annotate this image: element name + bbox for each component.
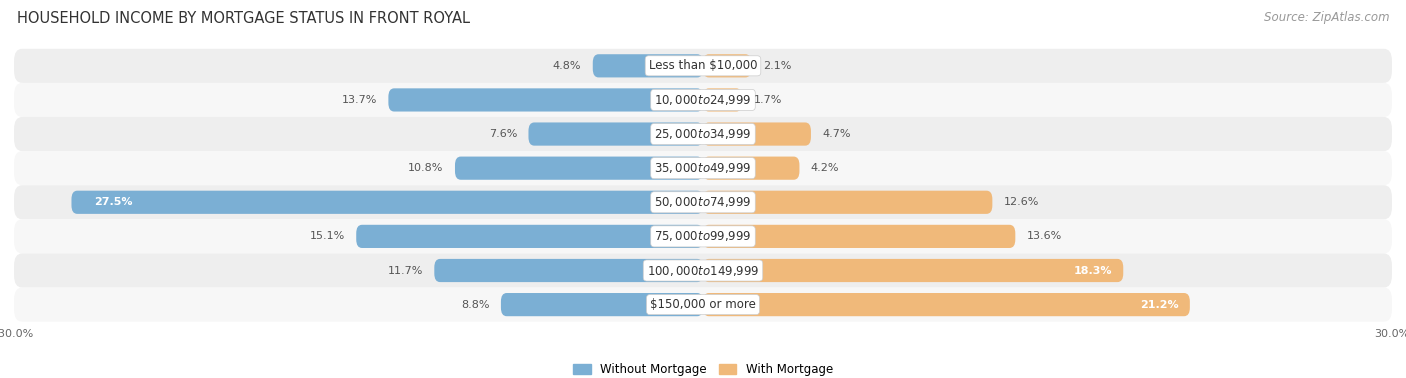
Text: $100,000 to $149,999: $100,000 to $149,999 xyxy=(647,263,759,277)
Legend: Without Mortgage, With Mortgage: Without Mortgage, With Mortgage xyxy=(568,358,838,378)
FancyBboxPatch shape xyxy=(529,122,703,146)
Text: $150,000 or more: $150,000 or more xyxy=(650,298,756,311)
FancyBboxPatch shape xyxy=(703,293,1189,316)
FancyBboxPatch shape xyxy=(14,288,1392,322)
Text: 4.2%: 4.2% xyxy=(811,163,839,173)
FancyBboxPatch shape xyxy=(703,54,751,77)
Text: 11.7%: 11.7% xyxy=(388,265,423,276)
FancyBboxPatch shape xyxy=(501,293,703,316)
FancyBboxPatch shape xyxy=(14,185,1392,219)
FancyBboxPatch shape xyxy=(14,219,1392,253)
Text: 4.7%: 4.7% xyxy=(823,129,851,139)
Text: $25,000 to $34,999: $25,000 to $34,999 xyxy=(654,127,752,141)
FancyBboxPatch shape xyxy=(703,156,800,180)
FancyBboxPatch shape xyxy=(14,151,1392,185)
Text: Source: ZipAtlas.com: Source: ZipAtlas.com xyxy=(1264,11,1389,24)
FancyBboxPatch shape xyxy=(703,122,811,146)
Text: 4.8%: 4.8% xyxy=(553,61,581,71)
FancyBboxPatch shape xyxy=(14,49,1392,83)
FancyBboxPatch shape xyxy=(456,156,703,180)
FancyBboxPatch shape xyxy=(434,259,703,282)
FancyBboxPatch shape xyxy=(703,259,1123,282)
Text: $10,000 to $24,999: $10,000 to $24,999 xyxy=(654,93,752,107)
Text: 18.3%: 18.3% xyxy=(1073,265,1112,276)
FancyBboxPatch shape xyxy=(14,117,1392,151)
FancyBboxPatch shape xyxy=(388,88,703,112)
Text: $35,000 to $49,999: $35,000 to $49,999 xyxy=(654,161,752,175)
FancyBboxPatch shape xyxy=(14,253,1392,288)
Text: Less than $10,000: Less than $10,000 xyxy=(648,59,758,72)
FancyBboxPatch shape xyxy=(703,191,993,214)
FancyBboxPatch shape xyxy=(14,83,1392,117)
Text: 10.8%: 10.8% xyxy=(408,163,443,173)
FancyBboxPatch shape xyxy=(72,191,703,214)
FancyBboxPatch shape xyxy=(703,225,1015,248)
Text: 13.6%: 13.6% xyxy=(1026,231,1062,242)
Text: 21.2%: 21.2% xyxy=(1140,300,1178,310)
Text: HOUSEHOLD INCOME BY MORTGAGE STATUS IN FRONT ROYAL: HOUSEHOLD INCOME BY MORTGAGE STATUS IN F… xyxy=(17,11,470,26)
Text: 1.7%: 1.7% xyxy=(754,95,782,105)
Text: 7.6%: 7.6% xyxy=(489,129,517,139)
Text: $50,000 to $74,999: $50,000 to $74,999 xyxy=(654,195,752,209)
Text: 13.7%: 13.7% xyxy=(342,95,377,105)
FancyBboxPatch shape xyxy=(356,225,703,248)
Text: 8.8%: 8.8% xyxy=(461,300,489,310)
Text: $75,000 to $99,999: $75,000 to $99,999 xyxy=(654,229,752,243)
Text: 15.1%: 15.1% xyxy=(309,231,344,242)
Text: 2.1%: 2.1% xyxy=(762,61,792,71)
FancyBboxPatch shape xyxy=(703,88,742,112)
FancyBboxPatch shape xyxy=(593,54,703,77)
Text: 27.5%: 27.5% xyxy=(94,197,134,207)
Text: 12.6%: 12.6% xyxy=(1004,197,1039,207)
